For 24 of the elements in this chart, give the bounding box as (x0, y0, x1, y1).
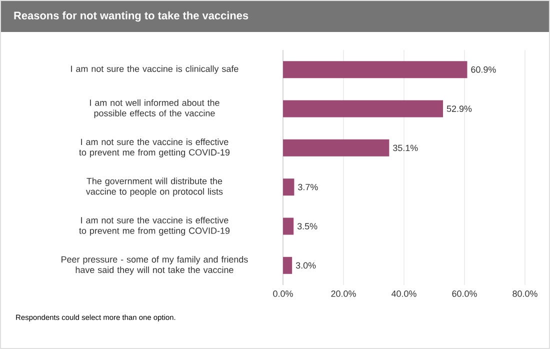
data-label: 3.5% (297, 223, 318, 230)
bar (283, 218, 294, 235)
bar (283, 100, 444, 118)
y-tick-label: I am not sure the vaccine is effective to prevent me from getting COVID-19 (79, 216, 230, 236)
data-label: 60.9% (471, 66, 496, 73)
data-label: 3.7% (298, 184, 318, 190)
y-tick-label: I am not sure the vaccine is clinically safe (71, 65, 238, 74)
bar (283, 178, 294, 196)
x-tick-label: 0.0% (273, 290, 293, 297)
text: Reasons for not wanting to take the vaccines (14, 11, 248, 22)
y-tick-label: I am not sure the vaccine is effective to prevent me from getting COVID-19 (79, 138, 230, 158)
data-label: 52.9% (446, 106, 472, 112)
data-label: 3.0% (296, 262, 316, 269)
x-tick-label: 60.0% (452, 290, 477, 297)
bar (283, 61, 468, 78)
y-tick-label: I am not well informed about the possible effects of the vaccine (90, 99, 220, 118)
y-tick-label: Peer pressure - some of my family and friends have said they will not take the vaccine (62, 256, 248, 275)
x-tick-label: 40.0% (391, 290, 416, 297)
data-label: 35.1% (393, 144, 418, 152)
bar (283, 256, 292, 274)
y-tick-label: The government will distribute the vaccine to people on protocol lists (86, 178, 223, 196)
x-tick-label: 20.0% (331, 290, 356, 297)
bar (283, 139, 390, 156)
x-tick-label: 80.0% (512, 290, 538, 297)
